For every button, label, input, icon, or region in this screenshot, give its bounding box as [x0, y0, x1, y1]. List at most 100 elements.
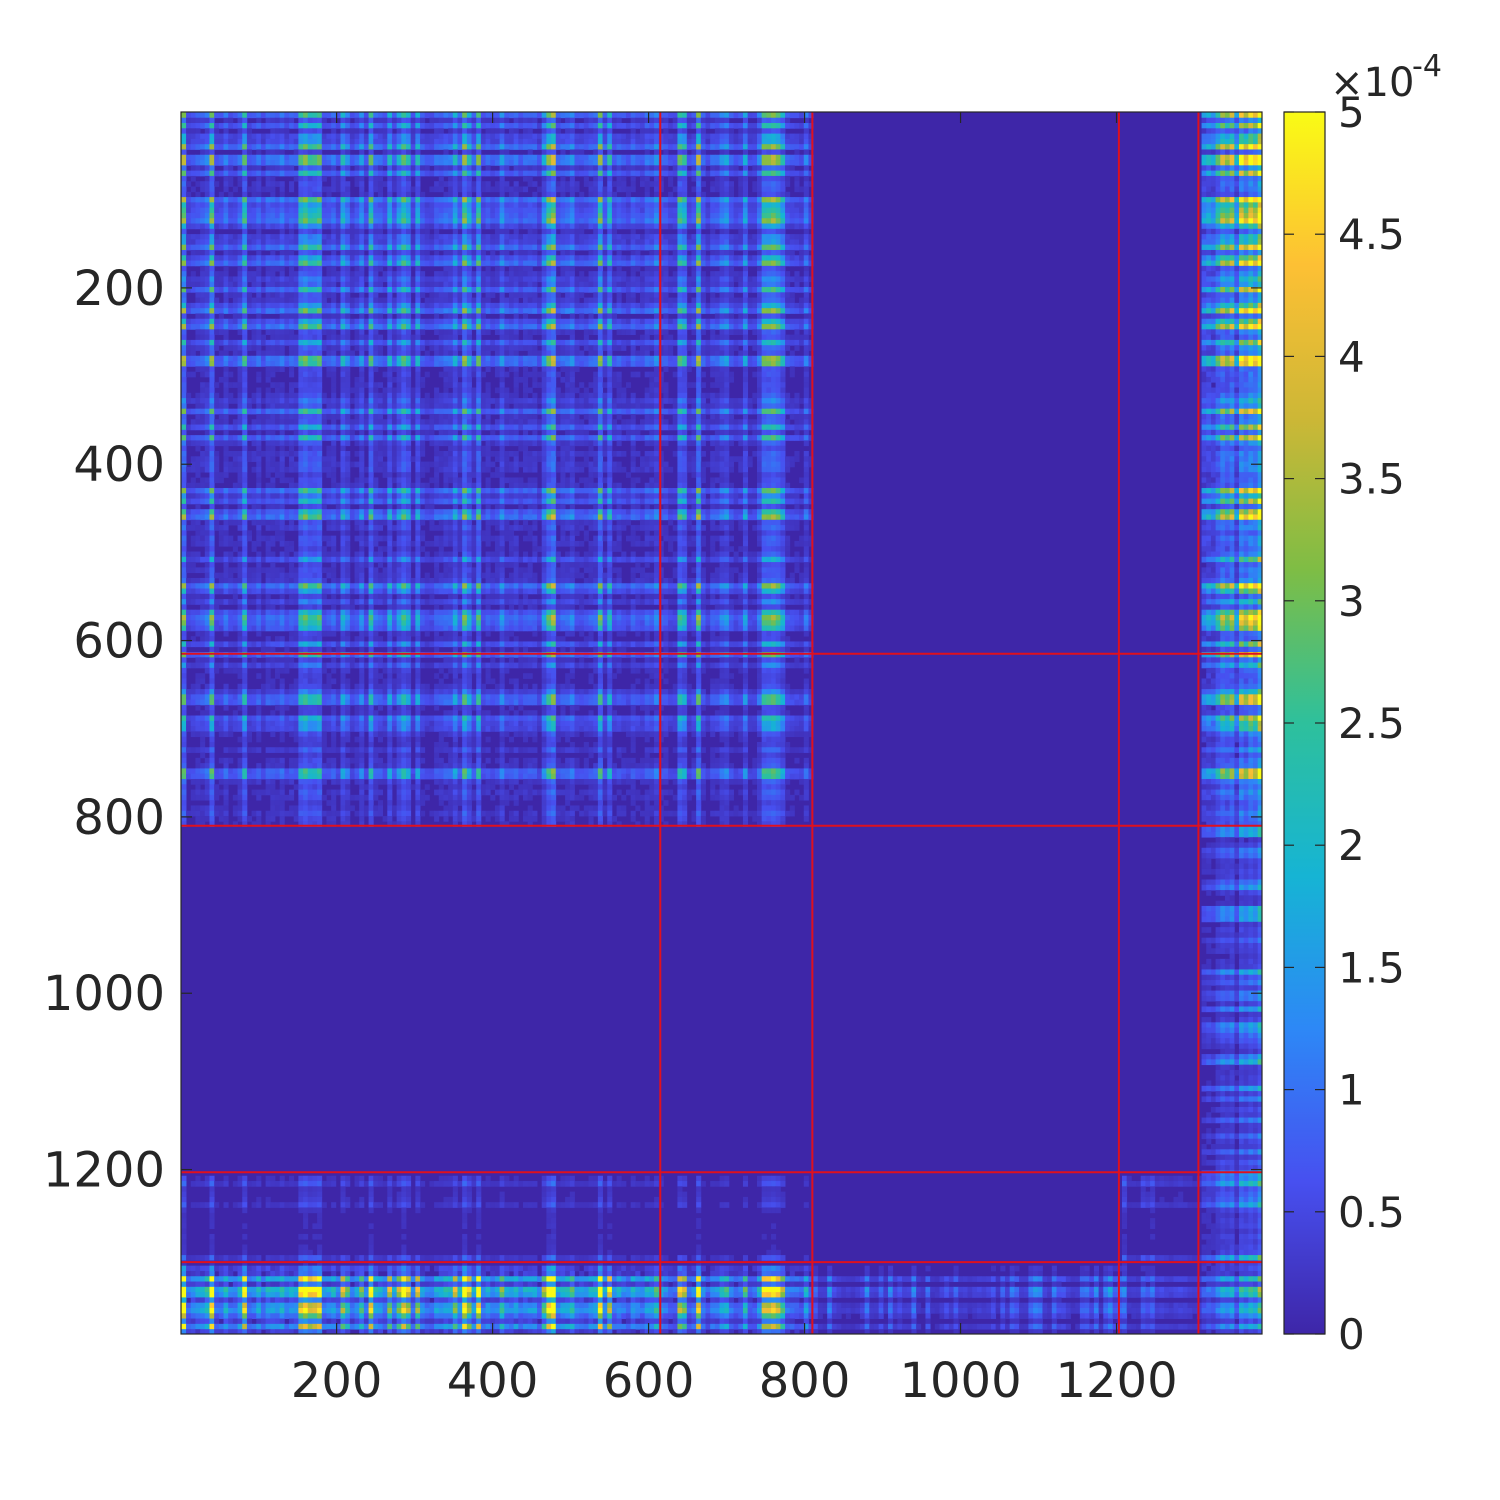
heatmap-cell	[705, 218, 711, 224]
heatmap-cell	[415, 308, 421, 314]
heatmap-cell	[420, 276, 426, 283]
heatmap-cell	[747, 160, 753, 166]
heatmap-cell	[279, 160, 285, 166]
heatmap-cell	[640, 197, 646, 203]
heatmap-cell	[649, 133, 655, 140]
heatmap-cell	[303, 202, 309, 209]
heatmap-cell	[555, 170, 561, 177]
heatmap-cell	[724, 255, 730, 261]
heatmap-cell	[466, 271, 472, 277]
heatmap-cell	[345, 186, 351, 193]
heatmap-cell	[602, 249, 608, 256]
heatmap-cell	[649, 276, 655, 283]
heatmap-cell	[349, 228, 355, 235]
heatmap-cell	[401, 271, 407, 277]
heatmap-cell	[532, 212, 538, 219]
heatmap-cell	[1234, 212, 1240, 219]
heatmap-cell	[434, 281, 440, 288]
heatmap-cell	[237, 202, 243, 209]
heatmap-cell	[349, 260, 355, 267]
heatmap-cell	[349, 287, 355, 293]
heatmap-cell	[611, 144, 617, 150]
heatmap-cell	[429, 186, 435, 193]
heatmap-cell	[1238, 128, 1245, 134]
heatmap-cell	[565, 239, 571, 246]
heatmap-cell	[401, 255, 407, 261]
heatmap-cell	[200, 133, 206, 140]
heatmap-cell	[274, 276, 281, 283]
heatmap-cell	[1238, 144, 1245, 150]
heatmap-cell	[1229, 160, 1235, 166]
heatmap-cell	[373, 271, 379, 277]
heatmap-cell	[555, 234, 561, 240]
heatmap-cell	[349, 249, 355, 256]
heatmap-cell	[785, 160, 791, 166]
heatmap-cell	[274, 308, 281, 314]
heatmap-cell	[663, 297, 669, 304]
heatmap-cell	[186, 302, 192, 309]
heatmap-cell	[303, 292, 309, 298]
heatmap-cell	[186, 207, 192, 214]
heatmap-cell	[700, 239, 706, 246]
heatmap-cell	[317, 239, 323, 246]
heatmap-cell	[438, 160, 444, 166]
heatmap-cell	[298, 239, 304, 246]
heatmap-cell	[434, 133, 440, 140]
heatmap-cell	[420, 260, 426, 267]
heatmap-cell	[1220, 239, 1226, 246]
heatmap-cell	[742, 265, 749, 272]
heatmap-cell	[279, 228, 285, 235]
heatmap-cell	[284, 302, 290, 309]
heatmap-cell	[551, 308, 557, 314]
heatmap-cell	[200, 197, 206, 203]
heatmap-cell	[560, 281, 566, 288]
heatmap-cell	[808, 223, 814, 230]
heatmap-cell	[700, 207, 706, 214]
heatmap-cell	[621, 218, 627, 224]
heatmap-cell	[471, 202, 477, 209]
heatmap-cell	[766, 154, 772, 161]
heatmap-cell	[420, 218, 426, 224]
heatmap-cell	[387, 281, 393, 288]
heatmap-cell	[611, 260, 617, 267]
heatmap-cell	[443, 249, 449, 256]
heatmap-cell	[195, 292, 201, 298]
heatmap-cell	[761, 186, 767, 193]
heatmap-cell	[373, 175, 379, 182]
heatmap-cell	[761, 249, 767, 256]
heatmap-cell	[312, 112, 318, 119]
heatmap-cell	[452, 297, 458, 304]
heatmap-cell	[406, 271, 412, 277]
heatmap-cell	[593, 170, 599, 177]
heatmap-cell	[799, 170, 805, 177]
heatmap-cell	[752, 160, 758, 166]
heatmap-cell	[541, 223, 547, 230]
heatmap-cell	[387, 249, 393, 256]
heatmap-cell	[682, 117, 688, 124]
heatmap-cell	[476, 138, 482, 145]
heatmap-cell	[204, 265, 210, 272]
heatmap-cell	[1224, 287, 1231, 293]
heatmap-cell	[677, 186, 683, 193]
heatmap-cell	[775, 281, 781, 288]
heatmap-cell	[200, 207, 206, 214]
heatmap-cell	[200, 271, 206, 277]
heatmap-cell	[265, 170, 271, 177]
heatmap-cell	[593, 255, 599, 261]
heatmap-cell	[289, 160, 295, 166]
heatmap-cell	[214, 138, 220, 145]
heatmap-cell	[523, 297, 529, 304]
heatmap-cell	[251, 281, 257, 288]
heatmap-cell	[494, 186, 501, 193]
heatmap-cell	[775, 160, 781, 166]
heatmap-cell	[630, 207, 636, 214]
heatmap-cell	[443, 281, 449, 288]
heatmap-cell	[1215, 249, 1221, 256]
heatmap-cell	[270, 239, 276, 246]
heatmap-cell	[766, 149, 772, 156]
heatmap-cell	[499, 297, 505, 304]
heatmap-cell	[401, 207, 407, 214]
heatmap-cell	[452, 186, 458, 193]
heatmap-cell	[209, 181, 215, 187]
heatmap-cell	[555, 197, 561, 203]
